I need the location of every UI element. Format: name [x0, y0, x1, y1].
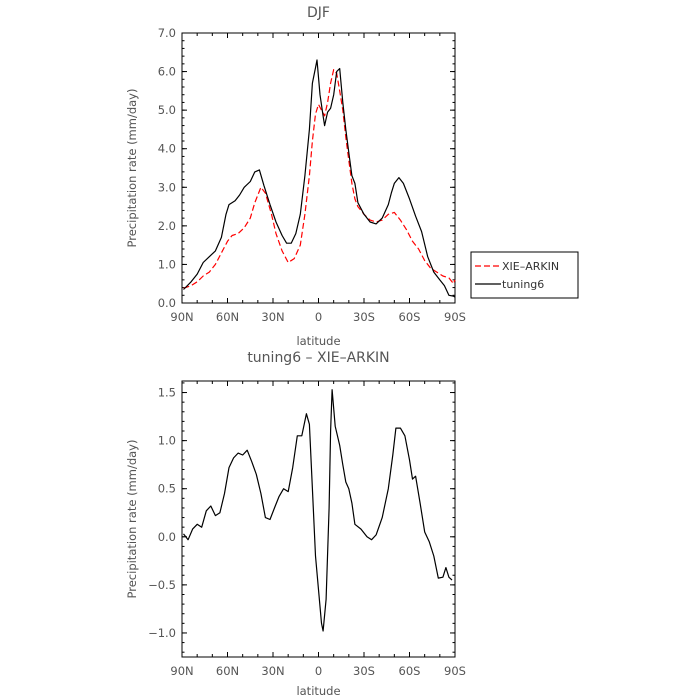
- x-tick-label: 30N: [261, 664, 284, 678]
- x-tick-label: 0: [315, 310, 322, 324]
- legend-label: XIE–ARKIN: [502, 260, 559, 273]
- legend: XIE–ARKIN tuning6: [470, 251, 579, 299]
- y-tick-label: 1.0: [158, 257, 176, 271]
- chart-1: DJF 90N 60N 30N 0 30S 60S 90S 0.0 1.0 2.0 3.0 4.0 5.0…: [125, 5, 579, 348]
- y-tick-label: 4.0: [158, 142, 176, 156]
- chart-title: tuning6 – XIE–ARKIN: [247, 350, 389, 366]
- x-tick-label: 30N: [261, 310, 284, 324]
- chart-2: tuning6 – XIE–ARKIN 90N 60N 30N 0 30S 60S 90S −1…: [125, 350, 466, 698]
- y-tick-label: 2.0: [158, 219, 176, 233]
- y-axis-label: Precipitation rate (mm/day): [125, 89, 139, 248]
- x-tick-label: 30S: [353, 310, 375, 324]
- y-axis-label: Precipitation rate (mm/day): [125, 440, 139, 599]
- y-tick-label: 0.5: [158, 482, 176, 496]
- y-tick-label: 6.0: [158, 65, 176, 79]
- y-tick-label: 0.0: [158, 296, 176, 310]
- chart-title: DJF: [307, 5, 330, 21]
- x-tick-label: 60N: [216, 310, 239, 324]
- series-line-difference: [183, 389, 453, 632]
- plot-frame: [181, 380, 456, 658]
- series-line-tuning6: [183, 59, 456, 298]
- x-tick-label: 90S: [444, 664, 466, 678]
- legend-box: [470, 251, 579, 299]
- x-tick-label: 30S: [353, 664, 375, 678]
- y-tick-label: 5.0: [158, 103, 176, 117]
- y-tick-label: −1.0: [148, 626, 176, 640]
- legend-label: tuning6: [502, 278, 544, 291]
- y-tick-label: 1.5: [158, 386, 176, 400]
- x-tick-label: 60N: [216, 664, 239, 678]
- x-axis-label: latitude: [296, 334, 340, 348]
- y-tick-label: 3.0: [158, 180, 176, 194]
- y-tick-label: 7.0: [158, 26, 176, 40]
- x-tick-label: 90N: [170, 310, 193, 324]
- x-tick-label: 60S: [399, 664, 421, 678]
- x-tick-label: 90N: [170, 664, 193, 678]
- x-tick-label: 90S: [444, 310, 466, 324]
- y-tick-label: −0.5: [148, 578, 176, 592]
- y-tick-label: 0.0: [158, 530, 176, 544]
- y-tick-label: 1.0: [158, 434, 176, 448]
- series-line-xie-arkin: [183, 69, 456, 289]
- x-tick-label: 60S: [399, 310, 421, 324]
- x-tick-label: 0: [315, 664, 322, 678]
- x-axis-label: latitude: [296, 684, 340, 698]
